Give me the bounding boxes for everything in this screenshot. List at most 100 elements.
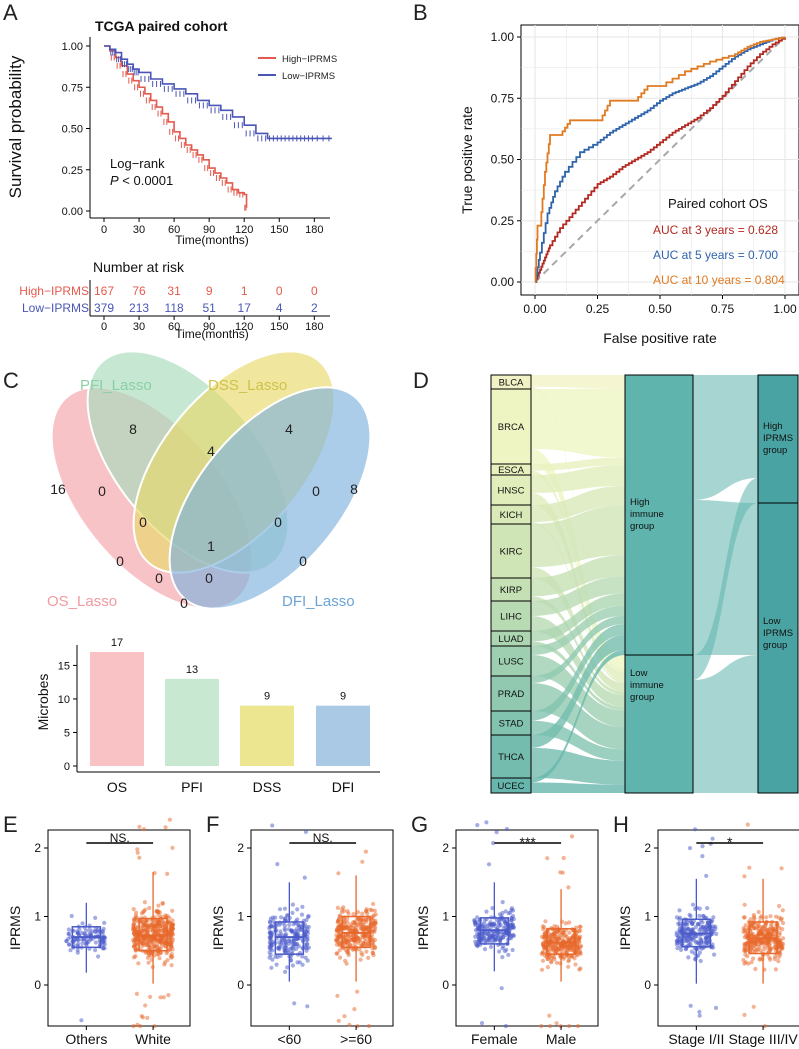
- box-jitter-point: [334, 951, 339, 956]
- venn-count-pfi-dfi: 0: [299, 553, 307, 569]
- box-jitter-point: [279, 932, 284, 937]
- venn-diagram: [50, 350, 372, 610]
- box-jitter-point: [780, 941, 786, 947]
- box-plot-border: [657, 829, 799, 1027]
- sankey-node-low-immune: [624, 654, 694, 794]
- a-xtick-label: 0: [101, 224, 107, 236]
- panel-d: D BLCA BRCA ESCA HNSC KICH KIRC KIRP LIHC LUAD LU…: [413, 368, 799, 794]
- box-jitter-point: [751, 956, 756, 961]
- b-xtick-label: 0.75: [711, 302, 735, 316]
- box-jitter-point: [700, 854, 705, 859]
- box-jitter-point: [335, 926, 340, 932]
- risk-xtick-label: 30: [133, 321, 145, 333]
- box-plot-border: [250, 829, 394, 1027]
- bar-category-label: DFI: [332, 779, 355, 795]
- a-ytick-label: 0.75: [62, 82, 83, 94]
- box-jitter-point: [101, 939, 106, 945]
- box-panel-e: E IPRMS 0 1 2 Others White NS.: [3, 812, 191, 1047]
- box-jitter-point: [93, 940, 98, 945]
- box-plot-border: [455, 829, 599, 1027]
- box-jitter-point: [169, 963, 174, 968]
- box-jitter-point: [747, 865, 752, 870]
- b-ytick-label: 0.50: [491, 153, 515, 167]
- box-jitter-point: [274, 962, 279, 967]
- box-jitter-point: [347, 942, 352, 947]
- box-jitter-point: [363, 926, 368, 931]
- box-jitter-point: [156, 909, 161, 914]
- roc-curve-3y: [535, 37, 786, 283]
- panel-a-xlabel: Time(months): [175, 233, 249, 247]
- box-jitter-point: [149, 928, 154, 933]
- box-jitter-point: [305, 937, 310, 942]
- box-jitter-point: [563, 921, 569, 926]
- box-group-label: <60: [277, 1031, 301, 1047]
- sankey-flows: [531, 375, 758, 793]
- a-xtick-label: 180: [305, 224, 323, 236]
- sankey-node-high-iprms: [757, 374, 799, 504]
- box-jitter-point: [337, 942, 342, 947]
- box-jitter-point: [772, 945, 777, 950]
- box-jitter-point: [697, 928, 702, 933]
- sankey-cancer-label: LUAD: [498, 634, 523, 645]
- box-jitter-point: [68, 948, 73, 953]
- box-jitter-point: [295, 907, 300, 912]
- box-jitter-point: [500, 955, 505, 960]
- box-jitter-point: [143, 927, 148, 932]
- box-jitter-point: [338, 955, 343, 960]
- box-jitter-point: [351, 912, 356, 917]
- risk-value: 213: [129, 301, 149, 315]
- b-ytick-label: 0.25: [491, 214, 515, 228]
- box-jitter-point: [509, 918, 514, 923]
- risk-value: 167: [94, 284, 114, 298]
- panel-letter-c: C: [3, 368, 19, 393]
- venn-count-pfi-dss: 4: [207, 443, 215, 459]
- sankey-cancer-label: BLCA: [499, 378, 524, 389]
- bar-ytick-label: 5: [64, 727, 70, 739]
- box-jitter-point: [279, 940, 284, 945]
- roc-auc-3y: AUC at 3 years = 0.628: [653, 223, 778, 237]
- box-jitter-point: [697, 913, 702, 919]
- risk-xtick-label: 120: [235, 321, 253, 333]
- box-jitter-point: [66, 927, 71, 932]
- sankey-flow-to-high: [531, 623, 625, 721]
- logrank-pvalue: P < 0.0001: [110, 173, 173, 188]
- box-jitter-point: [169, 952, 174, 957]
- box-jitter-point: [682, 927, 688, 932]
- box-jitter-point: [345, 909, 350, 914]
- box-group-label: Stage I/II: [668, 1031, 724, 1047]
- box-jitter-point: [500, 900, 505, 905]
- box-jitter-point: [269, 944, 274, 949]
- box-panel-h: H IPRMS 0 1 2 Stage I/II Stage III/IV *: [613, 812, 799, 1047]
- sankey-cancer-label: STAD: [499, 719, 524, 730]
- box-jitter-point: [355, 989, 360, 994]
- box-jitter-point: [768, 946, 773, 952]
- sankey-cancer-column: BLCA BRCA ESCA HNSC KICH KIRC KIRP LIHC LUAD LUSC…: [490, 374, 532, 794]
- box-jitter-point: [678, 947, 684, 953]
- roc-diagonal: [534, 36, 786, 283]
- box-jitter-point: [300, 954, 305, 959]
- panel-c: C OS_Lasso PFI_Lasso DSS_Lasso DFI_Lasso…: [3, 350, 380, 795]
- box-jitter-point: [101, 946, 106, 951]
- panel-b-ylabel: True positive rate: [459, 106, 475, 214]
- box-jitter-point: [80, 921, 85, 926]
- label-line: IPRMS: [763, 433, 793, 444]
- legend-label-low: Low−IPRMS: [282, 71, 335, 82]
- box-jitter-point: [131, 907, 136, 912]
- box-jitter-point: [348, 924, 353, 930]
- sankey-flow-to-high: [531, 465, 625, 493]
- box-jitter-point: [306, 945, 311, 950]
- box-jitter-point: [145, 955, 150, 960]
- box-jitter-point: [741, 915, 747, 920]
- box-jitter-point: [768, 957, 773, 962]
- box-jitter-point: [282, 916, 288, 921]
- sankey-flow-to-high: [531, 505, 625, 568]
- box-jitter-point: [484, 820, 489, 825]
- sankey-flow-to-low: [531, 747, 625, 785]
- box-jitter-point: [137, 855, 142, 860]
- box-jitter-point: [705, 906, 710, 911]
- km-curve-low: [104, 45, 332, 140]
- box-jitter-point: [345, 916, 350, 921]
- box-iqr: [138, 917, 168, 952]
- box-jitter-point: [503, 1024, 508, 1029]
- box-jitter-point: [135, 847, 140, 852]
